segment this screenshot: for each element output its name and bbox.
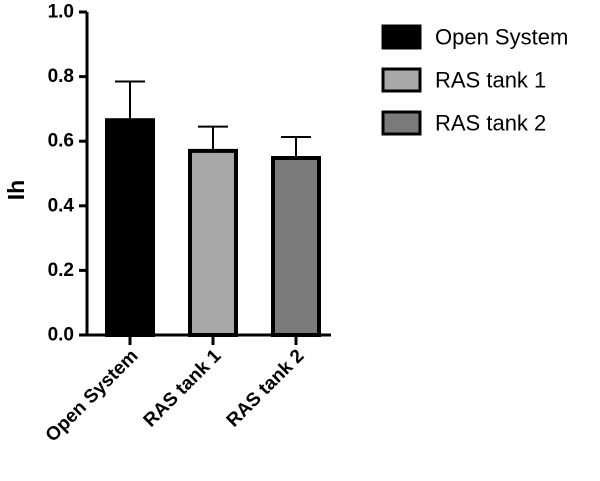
y-axis-label: Ih bbox=[3, 180, 29, 200]
legend-label: RAS tank 2 bbox=[435, 111, 546, 136]
y-tick-label: 0.8 bbox=[48, 66, 74, 87]
y-tick-label: 0.4 bbox=[48, 195, 75, 216]
y-tick-label: 0.6 bbox=[48, 131, 74, 152]
bar bbox=[105, 118, 155, 337]
legend: Open System RAS tank 1 RAS tank 2 bbox=[381, 24, 568, 136]
legend-label: RAS tank 1 bbox=[435, 68, 546, 93]
legend-label: Open System bbox=[435, 25, 568, 50]
bar bbox=[188, 148, 238, 337]
y-tick-label: 0.2 bbox=[48, 260, 74, 281]
legend-swatch bbox=[381, 67, 422, 93]
y-tick-label: 0.0 bbox=[48, 325, 74, 346]
legend-swatch bbox=[381, 110, 422, 136]
bar bbox=[271, 155, 321, 337]
x-tick-label: RAS tank 1 bbox=[140, 345, 226, 431]
x-tick-label: Open System bbox=[42, 346, 143, 447]
x-tick-label: RAS tank 2 bbox=[223, 346, 309, 432]
y-tick-label: 1.0 bbox=[48, 2, 74, 23]
legend-swatch bbox=[381, 24, 422, 50]
